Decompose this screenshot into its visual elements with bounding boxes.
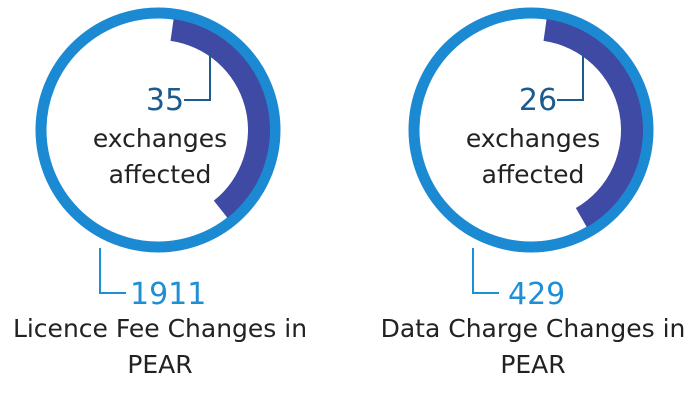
chart-1-caption-line1: Licence Fee Changes in <box>12 314 308 343</box>
chart-2-value-arc <box>543 19 643 228</box>
chart-1-value-caption-line1: exchanges <box>92 124 228 153</box>
chart-1-value: 35 <box>145 83 185 118</box>
chart-1-value-caption-line2: affected <box>108 160 212 189</box>
chart-1-caption-line2: PEAR <box>127 350 193 379</box>
chart-1-total: 1911 <box>130 277 207 312</box>
chart-2-value: 26 <box>518 83 558 118</box>
chart-2-value-caption-line2: affected <box>481 160 585 189</box>
chart-1-value-arc <box>170 19 270 218</box>
chart-1-total-leader <box>99 248 126 294</box>
chart-1-value-leader <box>184 54 211 101</box>
chart-1-ring <box>35 7 281 253</box>
chart-2-value-leader <box>557 54 584 101</box>
chart-2-total-leader <box>472 248 499 294</box>
chart-2-ring <box>408 7 654 253</box>
chart-2-caption-line1: Data Charge Changes in <box>380 314 686 343</box>
chart-2-caption-line2: PEAR <box>500 350 566 379</box>
chart-2-value-caption-line1: exchanges <box>465 124 601 153</box>
chart-2-total: 429 <box>508 277 566 312</box>
